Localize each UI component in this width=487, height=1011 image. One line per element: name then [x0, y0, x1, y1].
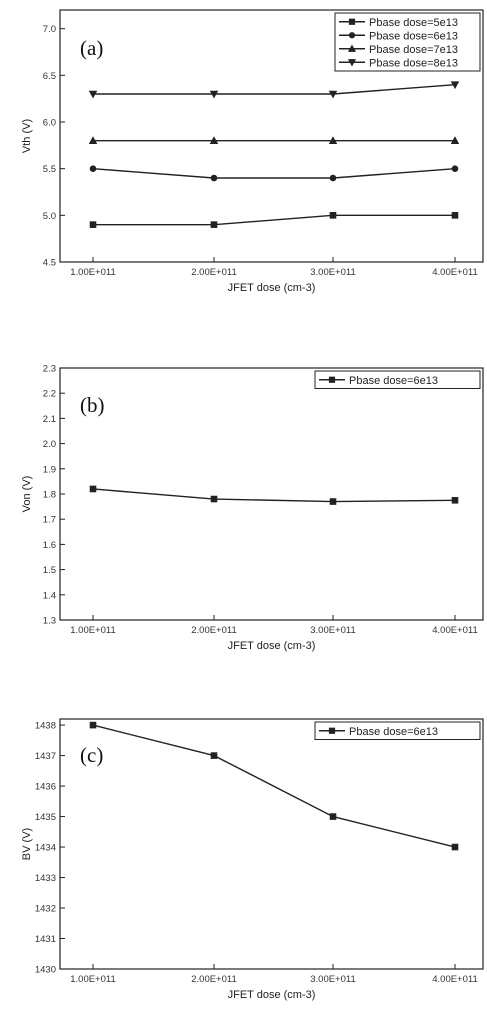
legend-label: Pbase dose=5e13 [369, 17, 458, 29]
legend-marker [347, 59, 357, 67]
plot-frame [59, 718, 484, 970]
data-point [210, 221, 218, 228]
x-tick-label: 1.00E+011 [70, 267, 116, 278]
legend-marker [328, 727, 336, 734]
data-point [210, 752, 218, 759]
x-tick-label: 4.00E+011 [432, 267, 478, 278]
y-tick-label: 1.7 [43, 515, 56, 526]
data-point [210, 495, 218, 503]
data-point [451, 212, 459, 219]
panel-label: (c) [80, 743, 103, 767]
y-tick-label: 1.6 [43, 540, 56, 551]
data-point [209, 136, 219, 144]
x-axis-label: JFET dose (cm-3) [228, 989, 316, 1001]
y-axis-label: Von (V) [21, 476, 33, 513]
legend-box [314, 721, 481, 740]
x-tick-label: 4.00E+011 [432, 625, 478, 636]
legend-label: Pbase dose=6e13 [349, 375, 438, 387]
legend-marker [328, 376, 336, 383]
y-tick-label: 6.5 [43, 71, 56, 82]
y-tick-label: 1.3 [43, 616, 56, 627]
y-tick-label: 6.0 [43, 118, 56, 129]
y-axis-label: BV (V) [21, 828, 33, 860]
x-tick-label: 2.00E+011 [191, 625, 237, 636]
plot-frame [59, 367, 484, 621]
y-tick-label: 2.0 [43, 439, 56, 450]
y-tick-label: 1437 [35, 751, 56, 762]
legend-box [334, 12, 481, 72]
y-tick-label: 1430 [35, 965, 56, 976]
y-tick-label: 1436 [35, 782, 56, 793]
x-tick-label: 1.00E+011 [70, 625, 116, 636]
y-tick-label: 1431 [35, 934, 56, 945]
y-tick-label: 1438 [35, 721, 56, 732]
data-point [328, 136, 338, 144]
data-point [451, 843, 459, 851]
data-point [329, 212, 337, 219]
series-line-4 [93, 83, 456, 95]
x-tick-label: 4.00E+011 [432, 974, 478, 985]
y-tick-label: 1433 [35, 873, 56, 884]
x-axis-label: JFET dose (cm-3) [228, 640, 316, 652]
y-tick-label: 2.3 [43, 364, 56, 375]
data-point [450, 136, 460, 144]
x-tick-label: 3.00E+011 [310, 974, 356, 985]
y-tick-label: 1.5 [43, 565, 56, 576]
data-point [89, 721, 97, 729]
x-axis-label: JFET dose (cm-3) [228, 282, 316, 294]
legend-label: Pbase dose=6e13 [369, 30, 458, 42]
series-line-1 [92, 724, 456, 848]
chart-panel-2: 1.3 1.4 1.5 1.6 1.7 1.8 1.9 2.0 2.1 2.2 2.3 1.00E+0… [21, 364, 484, 652]
y-tick-label: 2.1 [43, 414, 56, 425]
y-tick-label: 1432 [35, 904, 56, 915]
legend-marker [348, 18, 356, 25]
y-tick-label: 5.0 [43, 211, 56, 222]
y-tick-label: 1.9 [43, 464, 56, 475]
y-tick-label: 5.5 [43, 164, 56, 175]
data-point [89, 485, 97, 493]
x-tick-label: 3.00E+011 [310, 267, 356, 278]
series-line-2 [92, 167, 456, 179]
y-tick-label: 1.4 [43, 590, 56, 601]
data-point [451, 165, 459, 172]
legend-label: Pbase dose=6e13 [349, 726, 438, 738]
data-point [88, 90, 98, 99]
legend-label: Pbase dose=8e13 [369, 57, 458, 69]
x-tick-label: 3.00E+011 [310, 625, 356, 636]
data-point [329, 813, 337, 820]
data-point [329, 174, 337, 182]
chart-panel-3: 1430 1431 1432 1433 1434 1435 1436 1437 1438 1.00… [21, 718, 484, 1001]
data-point [88, 136, 98, 144]
y-axis-label: Vth (V) [21, 119, 33, 153]
x-tick-label: 2.00E+011 [191, 267, 237, 278]
panel-label: (a) [80, 36, 103, 60]
x-tick-label: 2.00E+011 [191, 974, 237, 985]
y-tick-label: 1435 [35, 812, 56, 823]
legend-marker [347, 44, 357, 52]
y-tick-label: 7.0 [43, 24, 56, 35]
chart-panel-1: 4.5 5.0 5.5 6.0 6.5 7.0 1.00E+011 2.00E+011 3.00… [21, 9, 484, 294]
x-tick-label: 1.00E+011 [70, 974, 116, 985]
series-line-1 [92, 488, 456, 503]
data-point [89, 165, 97, 172]
data-point [451, 497, 459, 504]
data-point [210, 174, 218, 182]
data-point [329, 498, 337, 505]
legend-box [314, 370, 481, 389]
legend-marker [348, 32, 356, 39]
data-point [328, 90, 338, 99]
y-tick-label: 1434 [35, 843, 56, 854]
data-point [209, 90, 219, 99]
y-tick-label: 4.5 [43, 258, 56, 269]
y-tick-label: 1.8 [43, 490, 56, 501]
legend-label: Pbase dose=7e13 [369, 44, 458, 56]
panel-label: (b) [80, 393, 105, 417]
data-point [89, 221, 97, 228]
series-line-1 [93, 214, 455, 226]
data-point [450, 81, 460, 90]
plot-frame [59, 9, 484, 263]
y-tick-label: 2.2 [43, 389, 56, 400]
